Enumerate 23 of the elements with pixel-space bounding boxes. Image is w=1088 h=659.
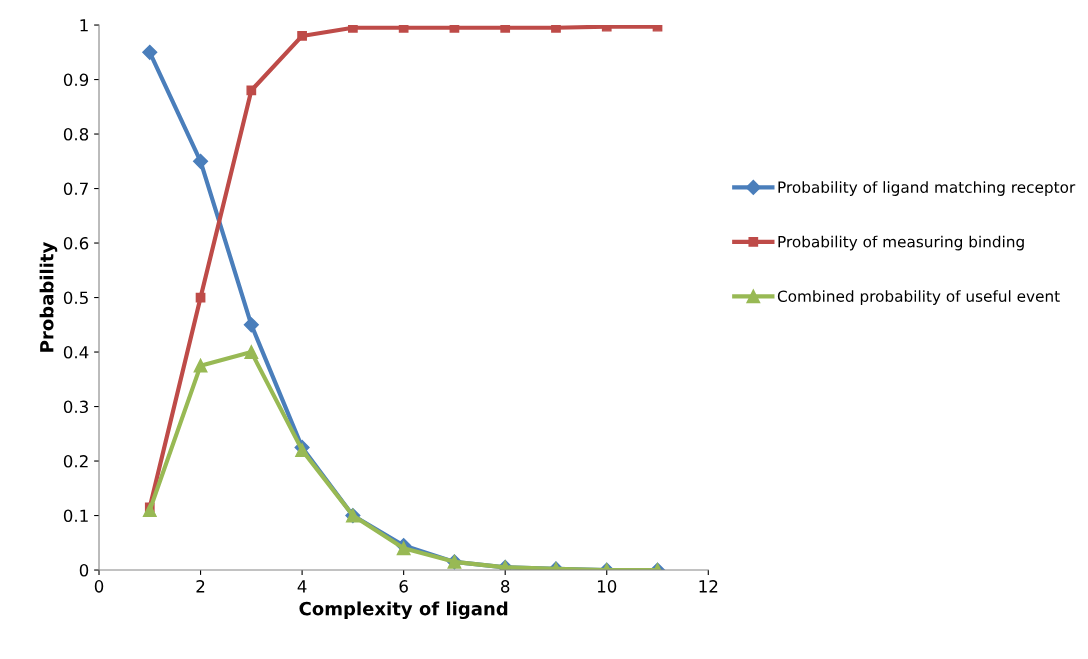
y-tick-label: 0.9: [63, 73, 89, 87]
legend-label: Combined probability of useful event: [777, 290, 1060, 305]
y-tick-label: 0.5: [63, 291, 88, 305]
y-tick-label: 0.3: [63, 400, 88, 414]
y-tick-label: 1: [80, 19, 88, 32]
x-tick-label: 4: [297, 580, 307, 593]
y-tick-label: 0.1: [63, 509, 88, 523]
x-tick-label: 2: [196, 580, 205, 593]
x-tick-label: 6: [399, 580, 408, 593]
y-tick-label: 0.4: [63, 346, 89, 359]
x-tick-label: 10: [597, 580, 617, 593]
y-tick-label: 0.6: [63, 237, 89, 250]
x-axis-title: Complexity of ligand: [299, 601, 508, 620]
legend-label: Probability of ligand matching receptor: [778, 181, 1076, 196]
y-tick-label: 0: [79, 564, 89, 577]
legend-label: Probability of measuring binding: [778, 235, 1024, 251]
y-tick-label: 0.7: [63, 182, 88, 196]
x-tick-label: 8: [501, 580, 510, 593]
y-tick-label: 0.2: [63, 455, 88, 468]
y-axis-title: Probability: [39, 242, 58, 352]
x-tick-label: 0: [94, 580, 104, 593]
y-tick-label: 0.8: [63, 128, 89, 141]
x-tick-label: 12: [699, 580, 718, 593]
